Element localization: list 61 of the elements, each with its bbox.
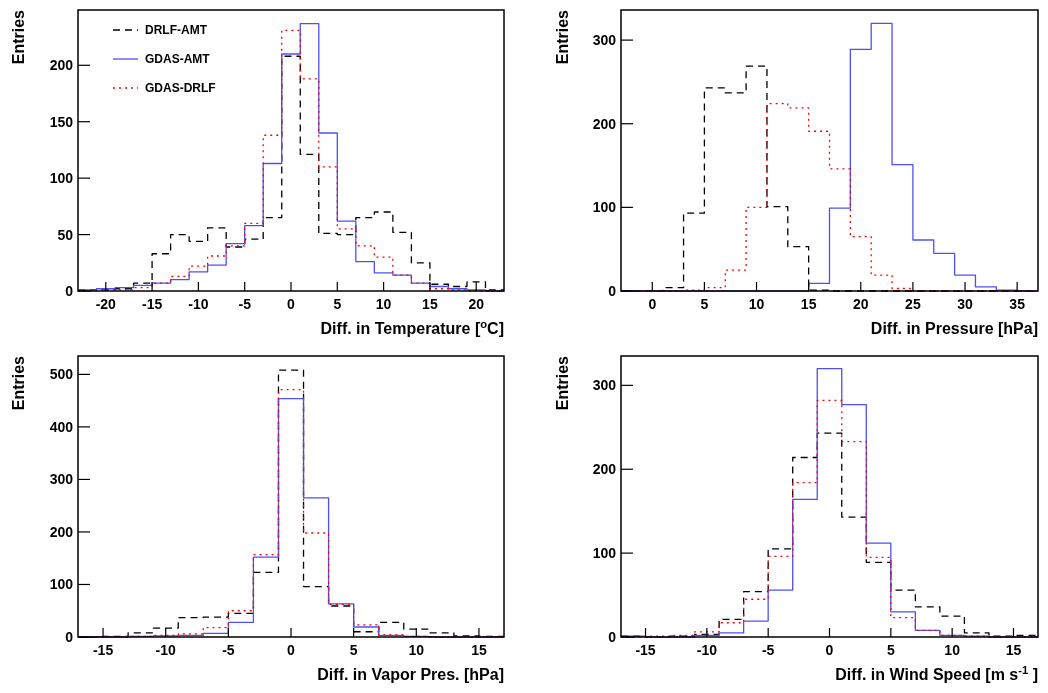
x-tick-label: 0 [287,642,296,658]
x-axis-title: Diff. in Wind Speed [m s$^{-1}$ ] [835,664,1038,683]
x-tick-label: -5 [238,296,252,312]
x-tick-label: 0 [287,296,296,312]
y-axis-title: Entries [554,9,571,65]
y-axis-title: Entries [10,9,27,65]
y-tick-label: 200 [49,57,74,74]
x-tick-label: 0 [825,642,834,658]
x-tick-label: -10 [188,296,209,312]
x-tick-label: 20 [468,296,485,312]
x-tick-label: 35 [1009,296,1026,312]
x-tick-label: 10 [408,642,425,658]
y-tick-label: 200 [592,461,617,478]
x-tick-label: 15 [800,296,817,312]
legend-label: DRLF-AMT [145,23,208,37]
x-tick-label: -10 [696,642,718,658]
y-tick-label: 300 [592,32,617,49]
x-tick-label: -20 [95,296,117,312]
y-tick-label: 0 [608,629,617,645]
x-tick-label: 15 [422,296,438,312]
y-axis-title: Entries [554,355,571,411]
x-axis-title: Diff. in Pressure [hPa] [870,320,1038,337]
x-tick-label: 30 [957,296,974,312]
x-tick-label: 10 [944,642,961,658]
x-tick-label: -15 [92,642,114,658]
y-tick-label: 150 [49,113,74,130]
y-tick-label: 500 [49,366,74,383]
x-tick-label: 25 [905,296,921,312]
y-tick-label: 50 [57,226,74,243]
y-tick-label: 400 [49,418,74,435]
x-tick-label: 20 [852,296,869,312]
y-tick-label: 100 [49,576,74,593]
x-tick-label: 5 [349,642,358,658]
y-tick-label: 0 [65,283,74,299]
y-tick-label: 200 [49,523,74,540]
x-tick-label: 5 [700,296,709,312]
x-tick-label: -10 [155,642,177,658]
x-tick-label: 10 [748,296,765,312]
x-tick-label: 5 [886,642,895,658]
y-tick-label: 0 [608,283,617,299]
x-tick-label: 0 [648,296,657,312]
x-tick-label: -5 [761,642,775,658]
y-tick-label: 0 [65,629,74,645]
x-tick-label: 15 [471,642,487,658]
x-tick-label: -15 [635,642,656,658]
x-tick-label: 10 [375,296,392,312]
y-axis-title: Entries [10,355,27,411]
y-tick-label: 100 [592,545,617,562]
x-tick-label: -15 [141,296,163,312]
x-axis-title: Diff. in Vapor Pres. [hPa] [317,666,504,683]
y-tick-label: 100 [592,199,617,216]
legend-label: GDAS-DRLF [145,81,216,95]
y-tick-label: 300 [592,377,617,394]
x-tick-label: 5 [333,296,342,312]
x-tick-label: -5 [222,642,235,658]
legend-label: GDAS-AMT [145,52,211,66]
y-tick-label: 300 [49,471,74,488]
y-tick-label: 200 [592,115,617,132]
x-axis-title: Diff. in Temperature [$^{o}$C] [320,318,504,337]
x-tick-label: 15 [1005,642,1022,658]
y-tick-label: 100 [49,170,74,187]
